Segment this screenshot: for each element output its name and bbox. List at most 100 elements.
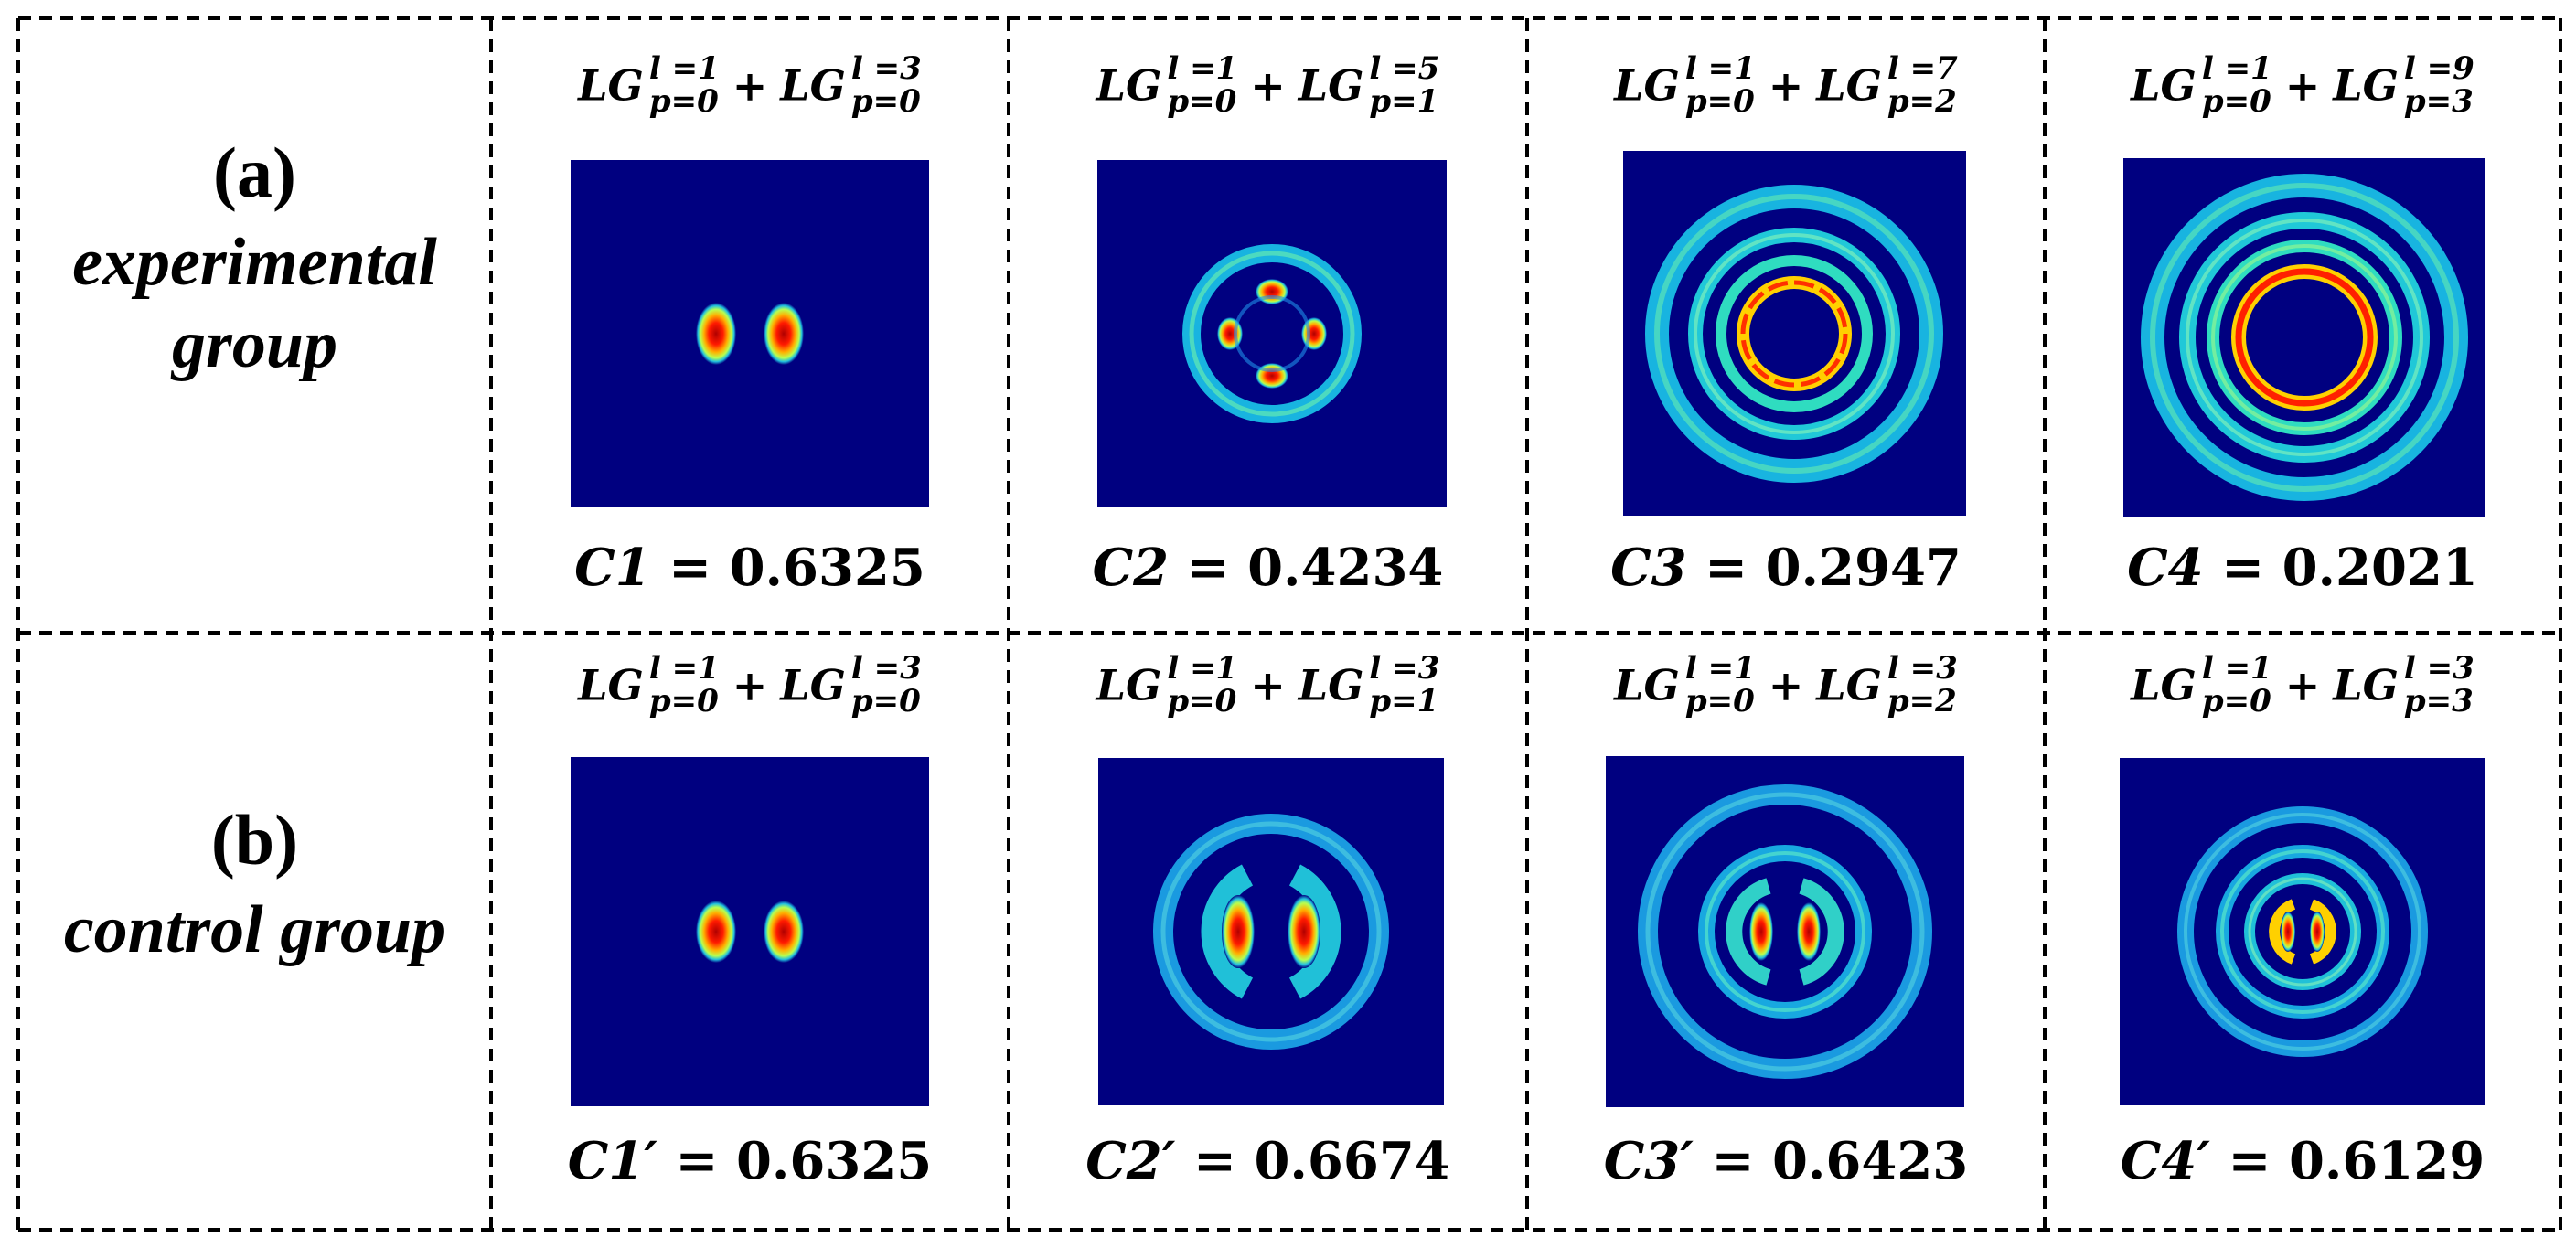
intensity-pattern <box>571 757 929 1106</box>
mode1-l-index: l =1 <box>2201 650 2272 687</box>
intensity-pattern <box>1098 758 1444 1105</box>
coef-symbol: C2′ <box>1085 1131 1176 1191</box>
plus-sign: + <box>1250 60 1286 111</box>
mode2-p-index: p=3 <box>2403 682 2474 720</box>
mode2-l-index: l =3 <box>1887 650 1958 687</box>
mode1-p-index: p=0 <box>1167 682 1237 720</box>
mode1-p-index: p=0 <box>648 82 719 120</box>
mode-formula: LG l =1 p=0 + LG l =5 p=1 <box>1009 50 1527 120</box>
mode2-p-index: p=1 <box>1369 682 1439 720</box>
mode-formula: LG l =1 p=0 + LG l =3 p=0 <box>491 50 1009 120</box>
coef-value: 0.6674 <box>1254 1131 1450 1191</box>
intensity-pattern <box>2120 758 2485 1105</box>
coef-value: 0.6423 <box>1771 1131 1969 1191</box>
mode2-l-index: l =9 <box>2403 50 2474 87</box>
mode1-l-index: l =1 <box>648 50 720 87</box>
mode-formula: LG l =1 p=0 + LG l =3 p=1 <box>1009 650 1527 720</box>
plus-sign: + <box>732 60 768 111</box>
mode2-l-index: l =3 <box>1369 650 1440 687</box>
mode2-l-index: l =3 <box>850 650 922 687</box>
cell-control-3: LG l =1 p=0 + LG l =3 p=2 C3′ = 0.6423 <box>1527 633 2045 1230</box>
mode1-base: LG <box>1096 660 1162 710</box>
coef-value: 0.2021 <box>2282 538 2478 598</box>
mode2-p-index: p=2 <box>1887 82 1957 120</box>
plus-sign: + <box>732 660 768 710</box>
intensity-pattern <box>1606 756 1964 1107</box>
plus-sign: + <box>1250 660 1286 710</box>
cell-control-4: LG l =1 p=0 + LG l =3 p=3 C4′ = 0.6129 <box>2045 633 2560 1230</box>
coef-value: 0.2947 <box>1765 538 1961 598</box>
intensity-pattern <box>1097 160 1447 507</box>
mode2-p-index: p=1 <box>1369 82 1439 120</box>
mode1-p-index: p=0 <box>2201 82 2271 120</box>
mode1-p-index: p=0 <box>1167 82 1237 120</box>
intensity-pattern <box>2123 158 2485 517</box>
mode1-l-index: l =1 <box>1167 50 1238 87</box>
mode1-l-index: l =1 <box>1167 650 1238 687</box>
cell-experimental-2: LG l =1 p=0 + LG l =5 p=1 C2 = 0.4234 <box>1009 18 1527 633</box>
mode1-l-index: l =1 <box>2201 50 2272 87</box>
plus-sign: + <box>1768 60 1804 111</box>
mode1-l-index: l =1 <box>1684 50 1756 87</box>
cell-experimental-3: LG l =1 p=0 + LG l =7 p=2 C3 = 0.2947 <box>1527 18 2045 633</box>
mode1-base: LG <box>1614 660 1680 710</box>
mode1-p-index: p=0 <box>1684 682 1755 720</box>
correlation-coefficient: C1 = 0.6325 <box>491 538 1009 598</box>
coef-equals: = <box>1686 538 1766 598</box>
mode2-p-index: p=2 <box>1887 682 1957 720</box>
mode1-l-index: l =1 <box>648 650 720 687</box>
mode2-base: LG <box>1298 660 1364 710</box>
coef-equals: = <box>1169 538 1248 598</box>
coef-equals: = <box>1694 1131 1772 1191</box>
mode2-p-index: p=3 <box>2403 82 2474 120</box>
coef-symbol: C1′ <box>567 1131 658 1191</box>
mode1-base: LG <box>1614 60 1680 111</box>
correlation-coefficient: C3 = 0.2947 <box>1527 538 2045 598</box>
mode2-l-index: l =7 <box>1887 50 1958 87</box>
plus-sign: + <box>2284 60 2321 111</box>
cell-control-2: LG l =1 p=0 + LG l =3 p=1 C2′ = 0.6674 <box>1009 633 1527 1230</box>
mode-formula: LG l =1 p=0 + LG l =3 p=3 <box>2045 650 2560 720</box>
row-name-line: control group <box>63 892 446 967</box>
coef-equals: = <box>650 538 730 598</box>
mode1-base: LG <box>578 660 644 710</box>
mode-formula: LG l =1 p=0 + LG l =3 p=0 <box>491 650 1009 720</box>
mode2-base: LG <box>780 60 846 111</box>
correlation-coefficient: C4 = 0.2021 <box>2045 538 2560 598</box>
correlation-coefficient: C2 = 0.4234 <box>1009 538 1527 598</box>
mode1-base: LG <box>1096 60 1162 111</box>
mode1-base: LG <box>578 60 644 111</box>
coef-symbol: C4′ <box>2120 1131 2211 1191</box>
correlation-coefficient: C3′ = 0.6423 <box>1527 1131 2045 1191</box>
coef-value: 0.6325 <box>729 538 925 598</box>
coef-symbol: C3′ <box>1603 1131 1694 1191</box>
mode2-l-index: l =3 <box>850 50 922 87</box>
mode2-p-index: p=0 <box>850 682 921 720</box>
mode1-base: LG <box>2131 660 2197 710</box>
coef-symbol: C2 <box>1092 538 1170 598</box>
coef-value: 0.4234 <box>1247 538 1444 598</box>
row-tag: (b) <box>210 800 299 880</box>
mode1-l-index: l =1 <box>1684 650 1756 687</box>
cell-experimental-4: LG l =1 p=0 + LG l =9 p=3 C4 = 0.2021 <box>2045 18 2560 633</box>
coef-symbol: C3 <box>1610 538 1687 598</box>
plus-sign: + <box>2284 660 2321 710</box>
mode1-p-index: p=0 <box>2201 682 2271 720</box>
mode2-base: LG <box>2333 60 2399 111</box>
mode2-base: LG <box>1298 60 1364 111</box>
coef-value: 0.6325 <box>735 1131 933 1191</box>
coef-equals: = <box>1175 1131 1255 1191</box>
coef-equals: = <box>2203 538 2282 598</box>
plus-sign: + <box>1768 660 1804 710</box>
mode2-l-index: l =5 <box>1369 50 1440 87</box>
mode1-p-index: p=0 <box>1684 82 1755 120</box>
cell-experimental-1: LG l =1 p=0 + LG l =3 p=0 C1 = 0.6325 <box>491 18 1009 633</box>
coef-symbol: C1 <box>574 538 651 598</box>
mode1-base: LG <box>2131 60 2197 111</box>
row-name-line: experimental <box>72 225 437 300</box>
mode2-p-index: p=0 <box>850 82 921 120</box>
mode-formula: LG l =1 p=0 + LG l =9 p=3 <box>2045 50 2560 120</box>
coef-equals: = <box>2210 1131 2289 1191</box>
